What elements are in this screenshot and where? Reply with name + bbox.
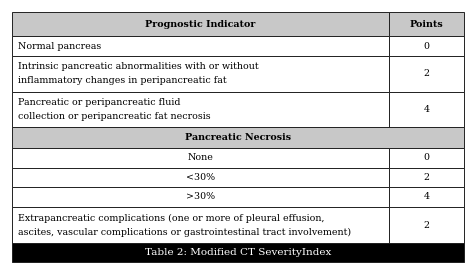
Text: 2: 2: [423, 173, 429, 182]
Text: Intrinsic pancreatic abnormalities with or without: Intrinsic pancreatic abnormalities with …: [18, 62, 258, 72]
Bar: [12, 92, 389, 127]
Bar: [12, 127, 464, 148]
Bar: [12, 148, 389, 167]
Bar: [12, 207, 389, 244]
Text: 2: 2: [423, 69, 429, 78]
Text: >30%: >30%: [186, 192, 215, 201]
Bar: [12, 167, 389, 187]
Text: Extrapancreatic complications (one or more of pleural effusion,: Extrapancreatic complications (one or mo…: [18, 214, 324, 223]
Bar: [12, 56, 389, 92]
Text: <30%: <30%: [186, 173, 215, 182]
Text: inflammatory changes in peripancreatic fat: inflammatory changes in peripancreatic f…: [18, 76, 226, 85]
Text: Normal pancreas: Normal pancreas: [18, 42, 101, 50]
Text: Prognostic Indicator: Prognostic Indicator: [145, 20, 255, 29]
Text: 0: 0: [423, 153, 429, 162]
Bar: [389, 148, 464, 167]
Bar: [389, 56, 464, 92]
Text: Table 2: Modified CT SeverityIndex: Table 2: Modified CT SeverityIndex: [145, 248, 331, 257]
Text: 2: 2: [423, 221, 429, 229]
Bar: [12, 36, 389, 56]
Bar: [389, 36, 464, 56]
Bar: [389, 12, 464, 36]
Text: 4: 4: [423, 105, 429, 114]
Bar: [12, 244, 464, 262]
Bar: [389, 167, 464, 187]
Text: Pancreatic Necrosis: Pancreatic Necrosis: [185, 133, 291, 142]
Bar: [389, 187, 464, 207]
Text: ascites, vascular complications or gastrointestinal tract involvement): ascites, vascular complications or gastr…: [18, 228, 351, 237]
Bar: [12, 187, 389, 207]
Bar: [389, 92, 464, 127]
Text: Pancreatic or peripancreatic fluid: Pancreatic or peripancreatic fluid: [18, 98, 180, 107]
Text: collection or peripancreatic fat necrosis: collection or peripancreatic fat necrosi…: [18, 112, 210, 121]
Bar: [389, 207, 464, 244]
Text: 0: 0: [423, 42, 429, 50]
Bar: [12, 12, 389, 36]
Text: 4: 4: [423, 192, 429, 201]
Text: Points: Points: [410, 20, 443, 29]
Text: None: None: [188, 153, 213, 162]
